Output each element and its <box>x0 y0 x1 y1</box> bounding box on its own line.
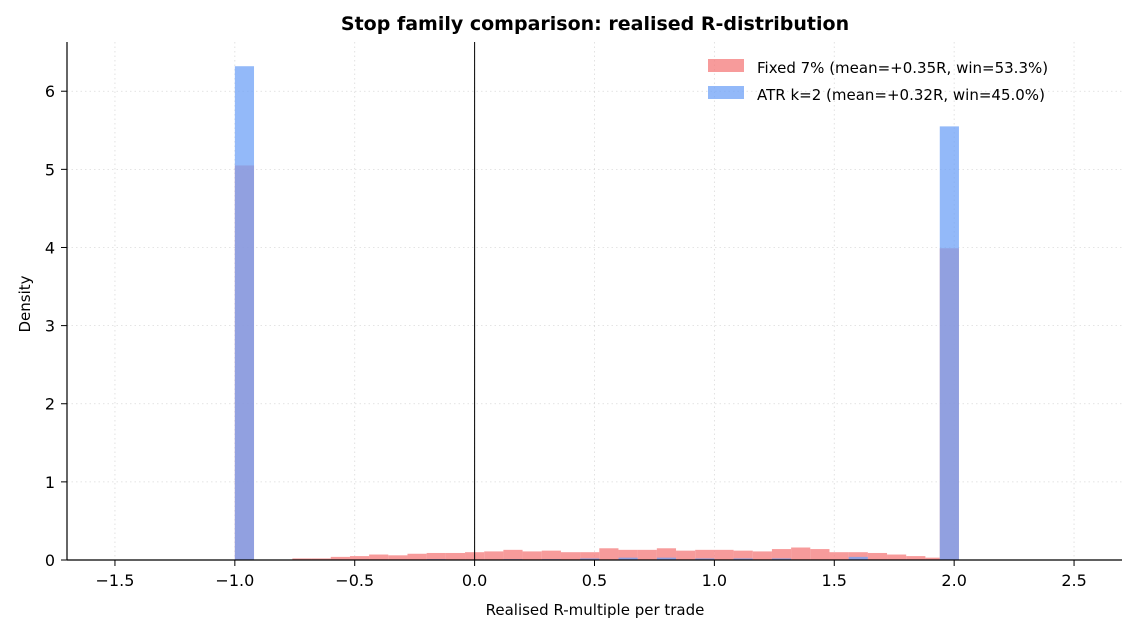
bar-series-0-bin-28 <box>810 549 830 560</box>
y-tick-label: 3 <box>45 317 55 336</box>
y-ticks: 0 1 2 3 4 5 6 <box>45 82 67 570</box>
bar-series-0-bin-27 <box>791 547 811 560</box>
bar-series-0-bin-2 <box>311 558 331 560</box>
legend: Fixed 7% (mean=+0.35R, win=53.3%) ATR k=… <box>708 59 1048 104</box>
bar-series-0-bin-24 <box>733 550 753 560</box>
bar-series-0-bin-18 <box>618 549 638 560</box>
bar-series-0-bin-15 <box>560 552 581 560</box>
bar-series-1-bin-5 <box>618 557 638 560</box>
x-tick-label: 1.5 <box>822 571 847 590</box>
x-tick-label: 2.0 <box>941 571 966 590</box>
x-tick-label: −1.5 <box>96 571 135 590</box>
bar-series-1-bin-10 <box>848 556 868 560</box>
bar-series-0-bin-9 <box>445 552 466 560</box>
x-tick-label: 0.5 <box>582 571 607 590</box>
bar-series-0-bin-6 <box>388 555 408 560</box>
chart-title: Stop family comparison: realised R-distr… <box>341 13 849 35</box>
bar-series-0-bin-19 <box>637 549 657 560</box>
bar-series-1-bin-11 <box>939 126 959 560</box>
bar-series-0-bin-3 <box>330 556 350 560</box>
x-axis-label: Realised R-multiple per trade <box>486 601 705 619</box>
bar-series-0-bin-23 <box>714 549 734 560</box>
bar-series-0-bin-12 <box>503 549 523 560</box>
bar-series-0-bin-21 <box>676 550 696 560</box>
y-tick-label: 5 <box>45 160 55 179</box>
bar-series-1-bin-4 <box>580 558 600 560</box>
bar-series-0-bin-32 <box>887 554 907 560</box>
bar-series-0-bin-1 <box>292 558 312 560</box>
x-tick-label: 1.0 <box>702 571 727 590</box>
legend-label-fixed: Fixed 7% (mean=+0.35R, win=53.3%) <box>757 59 1048 77</box>
bar-series-0-bin-31 <box>867 552 888 560</box>
bar-series-0-bin-8 <box>426 552 446 560</box>
bar-series-0-bin-7 <box>407 553 427 560</box>
bar-series-1-bin-9 <box>771 558 792 560</box>
bar-series-0-bin-25 <box>752 551 772 560</box>
y-tick-label: 6 <box>45 82 55 101</box>
x-tick-label: 0.0 <box>462 571 487 590</box>
bar-series-0-bin-22 <box>695 549 715 560</box>
x-tick-label: −0.5 <box>335 571 374 590</box>
bar-series-0-bin-33 <box>906 556 926 560</box>
bar-series-0-bin-20 <box>656 548 677 560</box>
bar-series-0-bin-29 <box>829 552 849 560</box>
bar-series-0-bin-16 <box>580 552 600 560</box>
bar-series-0-bin-30 <box>848 552 868 560</box>
y-tick-label: 0 <box>45 551 55 570</box>
y-tick-label: 4 <box>45 238 55 257</box>
bar-series-0-bin-11 <box>484 551 504 560</box>
y-tick-label: 2 <box>45 395 55 414</box>
legend-swatch-atr <box>708 86 744 99</box>
bar-series-0-bin-34 <box>925 557 940 560</box>
bar-series-1-bin-7 <box>695 558 715 560</box>
x-tick-label: −1.0 <box>215 571 254 590</box>
bar-series-0-bin-5 <box>369 554 389 560</box>
bar-series-0-bin-13 <box>522 551 542 560</box>
bar-series-0-bin-14 <box>541 550 561 560</box>
x-ticks: −1.5 −1.0 −0.5 0.0 0.5 1.0 1.5 2.0 2.5 <box>96 560 1087 590</box>
legend-swatch-fixed <box>708 59 744 72</box>
bar-series-0-bin-4 <box>349 556 370 560</box>
x-tick-label: 2.5 <box>1061 571 1086 590</box>
legend-label-atr: ATR k=2 (mean=+0.32R, win=45.0%) <box>757 86 1045 104</box>
bar-series-1-bin-8 <box>733 558 753 560</box>
bar-series-1-bin-0 <box>234 66 255 560</box>
bar-series-0-bin-17 <box>599 548 619 560</box>
y-axis-label: Density <box>16 275 34 332</box>
bar-series-1-bin-6 <box>656 557 677 560</box>
bar-series-0-bin-26 <box>771 549 792 560</box>
histogram-bars <box>234 66 959 560</box>
y-tick-label: 1 <box>45 473 55 492</box>
